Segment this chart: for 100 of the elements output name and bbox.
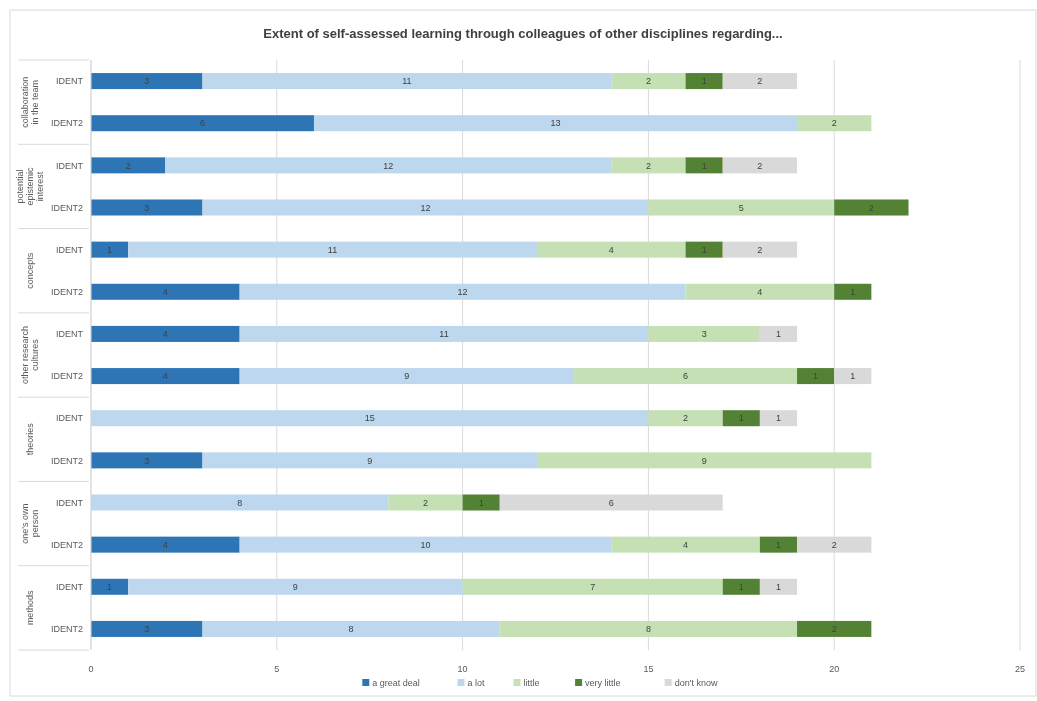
data-label: 1 [738,581,744,592]
bar [313,115,798,132]
bar [91,452,203,469]
bar [797,368,835,385]
data-label: 1 [775,329,781,340]
data-label: 1 [701,76,707,87]
data-label: 1 [813,371,819,382]
bar [239,283,686,300]
bar [536,241,686,258]
bar [202,452,537,469]
text: one's own person [20,503,41,544]
data-label: 9 [292,581,298,592]
data-label: 3 [144,202,150,213]
data-label: 4 [162,329,168,340]
bar [91,115,314,132]
data-label: 4 [162,371,168,382]
text: concepts [25,252,36,289]
data-label: 3 [144,624,150,635]
y-tick-label: IDENT2 [50,371,83,382]
text: potential epistemic interest [15,166,46,206]
data-label: 8 [237,497,243,508]
data-label: 15 [364,413,375,424]
bar [722,241,798,258]
data-label: 2 [757,76,763,87]
bar [202,73,612,90]
data-label: 2 [645,76,651,87]
data-label: 4 [162,539,168,550]
bar [648,410,723,427]
data-label: 11 [439,329,449,340]
bar [759,578,798,595]
data-label: 2 [831,118,837,129]
data-label: 1 [701,244,707,255]
bar [611,536,760,553]
bar [797,115,872,132]
legend-label: don't know [674,678,718,688]
data-label: 2 [125,160,131,171]
bar [648,325,760,342]
data-label: 6 [683,371,689,382]
bar [685,241,723,258]
data-label: 9 [367,455,373,466]
text: theories [25,422,36,456]
bar [91,620,203,637]
data-label: 3 [144,76,150,87]
data-label: 2 [831,539,837,550]
text: other research cultures [20,325,41,385]
data-label: 2 [683,413,689,424]
bar [685,157,723,174]
bar [722,157,798,174]
data-label: 6 [199,118,205,129]
bar [685,283,835,300]
bar [91,199,203,216]
data-label: 1 [478,497,484,508]
bar [759,410,798,427]
data-label: 1 [701,160,707,171]
y-tick-label: IDENT2 [50,202,83,213]
bar [91,410,649,427]
bar [462,578,723,595]
bar [91,536,240,553]
data-label: 11 [327,244,338,255]
bar [91,578,129,595]
bar [91,283,240,300]
y-tick-label: IDENT2 [50,118,83,129]
y-tick-label: IDENT [56,329,84,340]
y-tick-label: IDENT [56,581,84,592]
legend-label: a great deal [372,678,420,688]
bar [91,494,389,511]
data-label: 1 [107,244,113,255]
data-label: 2 [422,497,428,508]
data-label: 4 [608,244,614,255]
legend-label: very little [585,678,621,688]
bar [165,157,612,174]
x-tick-label: 20 [829,664,840,674]
y-tick-label: IDENT2 [50,624,83,635]
text: methods [25,590,36,626]
data-label: 6 [608,497,614,508]
y-tick-label: IDENT2 [50,539,83,550]
y-tick-label: IDENT [56,76,84,87]
bar [759,325,798,342]
data-label: 12 [383,160,394,171]
y-tick-label: IDENT [56,160,84,171]
data-label: 4 [162,286,168,297]
legend-label: little [523,678,540,688]
bar [128,241,537,258]
data-label: 4 [757,286,763,297]
data-label: 4 [683,539,689,550]
bar [239,368,575,385]
data-label: 3 [144,455,150,466]
data-label: 8 [645,624,651,635]
text: collaboration in the team [20,76,41,128]
legend-label: a lot [467,678,486,688]
bar [91,73,203,90]
bar [611,157,686,174]
bar [722,410,760,427]
bar [797,620,872,637]
bar [388,494,463,511]
y-tick-label: IDENT [56,413,84,424]
bar [128,578,463,595]
data-label: 1 [850,371,856,382]
data-label: 12 [420,202,431,213]
data-label: 1 [738,413,744,424]
